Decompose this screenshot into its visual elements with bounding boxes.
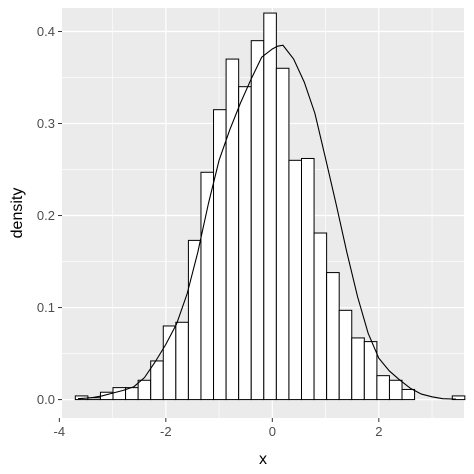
y-axis: 0.0 0.1 0.2 0.3 0.4 <box>37 24 62 407</box>
histogram-bar <box>175 321 189 401</box>
y-axis-title: density <box>9 188 26 239</box>
x-axis: -4 -2 0 2 <box>54 418 382 439</box>
x-tick-label: -2 <box>160 424 172 439</box>
histogram-bar <box>300 157 315 401</box>
histogram-bar <box>313 232 328 401</box>
histogram-bar <box>388 379 403 401</box>
x-tick-label: -4 <box>54 424 66 439</box>
x-tick-label: 0 <box>269 424 276 439</box>
y-tick-label: 0.3 <box>37 116 55 131</box>
histogram-bar <box>401 388 416 401</box>
histogram-bar <box>238 86 252 401</box>
histogram-bar <box>137 379 152 401</box>
y-tick-label: 0.1 <box>37 300 55 315</box>
histogram-bar <box>275 67 290 401</box>
histogram-bars <box>74 12 466 401</box>
x-tick-label: 2 <box>375 424 382 439</box>
y-tick-label: 0.0 <box>37 392 55 407</box>
histogram-bar <box>213 109 227 401</box>
x-axis-title: x <box>259 451 267 468</box>
histogram-bar <box>351 337 365 401</box>
histogram-bar <box>250 40 265 401</box>
histogram-bar <box>451 395 466 401</box>
histogram-bar <box>150 360 164 401</box>
histogram-bar <box>376 375 390 401</box>
y-tick-label: 0.4 <box>37 24 55 39</box>
histogram-bar <box>263 12 277 401</box>
histogram-bar <box>288 159 302 401</box>
density-curve <box>77 44 457 400</box>
y-tick-label: 0.2 <box>37 208 55 223</box>
histogram-bar <box>338 309 353 401</box>
histogram-bar <box>326 272 340 401</box>
histogram-bar <box>112 387 127 401</box>
histogram-bar <box>363 341 378 401</box>
histogram-bar <box>225 58 240 401</box>
